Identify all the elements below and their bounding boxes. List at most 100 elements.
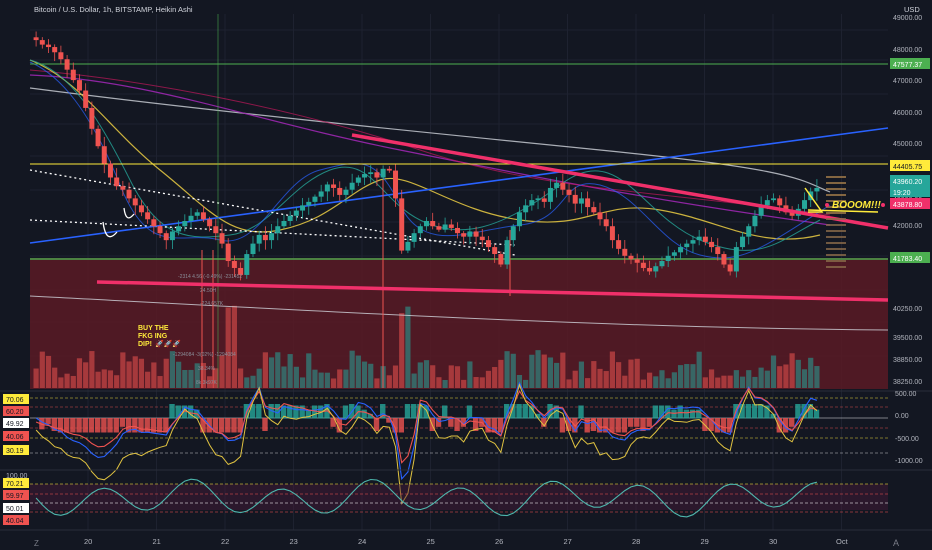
dotted-trendline-upper[interactable] <box>29 169 516 256</box>
osc1-hist <box>138 418 144 433</box>
forecast-dash <box>826 224 846 226</box>
volume-bar <box>64 373 70 388</box>
candle-body <box>244 254 250 275</box>
volume-bar <box>287 354 293 388</box>
volume-bar <box>417 362 423 388</box>
osc1-hist <box>404 404 411 419</box>
candle-body <box>399 198 405 251</box>
candle-body <box>225 243 231 262</box>
candle-body <box>343 189 349 195</box>
osc1-hist <box>169 404 175 419</box>
osc2-line <box>35 478 818 518</box>
osc2-tag-text: 70.21 <box>6 481 24 488</box>
osc1-hist <box>516 404 522 419</box>
osc1-hist <box>231 418 237 433</box>
price-tick: 38250.00 <box>893 379 922 386</box>
osc1-hist <box>392 418 398 433</box>
volume-bar <box>399 313 405 388</box>
forecast-dash <box>826 182 846 184</box>
osc1-hist <box>39 418 45 430</box>
forecast-dash <box>826 242 846 244</box>
price-tick: 48000.00 <box>893 47 922 54</box>
candle-body <box>163 233 169 241</box>
osc1-hist <box>82 418 88 433</box>
forecast-dash <box>826 236 846 238</box>
pink-trendline-support[interactable] <box>96 280 889 302</box>
candle-body <box>169 231 175 241</box>
white-hook-left <box>102 221 118 238</box>
volume-bar <box>114 375 120 388</box>
candle-body <box>120 186 126 190</box>
time-tick: 20 <box>84 537 92 546</box>
candle-body <box>281 221 287 227</box>
time-axis[interactable]: 20 21 22 23 24 25 26 27 28 29 30 Oct <box>0 529 932 546</box>
forecast-dash <box>826 200 846 202</box>
volume-bar <box>120 352 126 388</box>
osc1-axis-label: -500.00 <box>895 436 919 443</box>
forecast-dash <box>826 248 846 250</box>
oscillator-1-pane[interactable]: 70.06 60.20 49.92 40.06 30.19 500.00 0.00 -500.… <box>0 381 932 506</box>
price-tick: 38850.00 <box>893 357 922 364</box>
osc1-hist <box>88 418 95 433</box>
osc1-hist <box>342 405 349 419</box>
osc2-tag-bg <box>3 490 29 500</box>
volume-bar <box>448 365 454 388</box>
volume-bar <box>764 370 770 388</box>
dotted-trendline-lower[interactable] <box>29 219 516 246</box>
zoom-icon[interactable]: Z <box>34 539 39 548</box>
osc2-tag-text: 50.01 <box>6 506 24 513</box>
volume-bar <box>95 371 101 388</box>
price-tick: 42000.00 <box>893 223 922 230</box>
pink-trendline-descending[interactable] <box>351 133 889 230</box>
osc1-hist <box>45 418 51 425</box>
volume-bar <box>622 375 628 388</box>
candle-body <box>616 240 622 249</box>
candle-body <box>647 267 653 272</box>
candle-body <box>684 243 690 248</box>
osc1-hist <box>813 409 820 419</box>
osc1-tag-text: 60.20 <box>6 409 24 416</box>
osc1-hist <box>510 404 516 419</box>
candle-body <box>132 198 138 206</box>
price-tag-text: 44405.75 <box>893 164 922 171</box>
osc1-hist <box>801 404 807 419</box>
volume-bar <box>355 355 361 388</box>
volume-bar <box>665 378 671 388</box>
osc1-tag-bg <box>3 394 29 404</box>
buy-dip-line3: DIP! <box>138 341 152 348</box>
volume-bar <box>479 377 485 388</box>
volume-bar <box>746 370 752 388</box>
forecast-dash <box>826 206 846 208</box>
osc1-hist <box>212 418 219 433</box>
osc1-hist <box>411 404 417 419</box>
osc1-hist <box>63 418 70 433</box>
candle-body <box>609 226 615 241</box>
volume-bar <box>368 363 374 388</box>
time-tick: 30 <box>769 537 777 546</box>
candle-body <box>138 205 144 213</box>
price-tag-bg <box>890 160 930 171</box>
candle-body <box>510 226 516 241</box>
candle-body <box>523 205 529 213</box>
ma-white-lower <box>29 295 889 331</box>
forecast-dash <box>826 176 846 178</box>
oscillator-2-pane[interactable]: 70.21 59.97 50.01 40.04 100.00 <box>0 469 932 525</box>
faint-label-2: 24.50H <box>200 288 217 294</box>
volume-bar <box>430 365 436 388</box>
osc1-hist <box>466 405 473 419</box>
booom-label: BOOOM!!! <box>832 200 882 211</box>
osc1-hist <box>528 405 535 419</box>
candle-body <box>157 226 163 234</box>
volume-bar <box>343 369 349 388</box>
volume-bar <box>151 362 157 388</box>
osc1-hist <box>144 418 150 433</box>
price-tick: 46000.00 <box>893 110 922 117</box>
forecast-dash <box>826 194 846 196</box>
settings-icon[interactable]: A <box>893 538 899 548</box>
candle-body <box>671 252 677 256</box>
volume-bar <box>454 366 461 388</box>
candle-body <box>275 226 281 234</box>
blue-trendline[interactable] <box>29 127 889 244</box>
candle-body <box>547 187 553 202</box>
